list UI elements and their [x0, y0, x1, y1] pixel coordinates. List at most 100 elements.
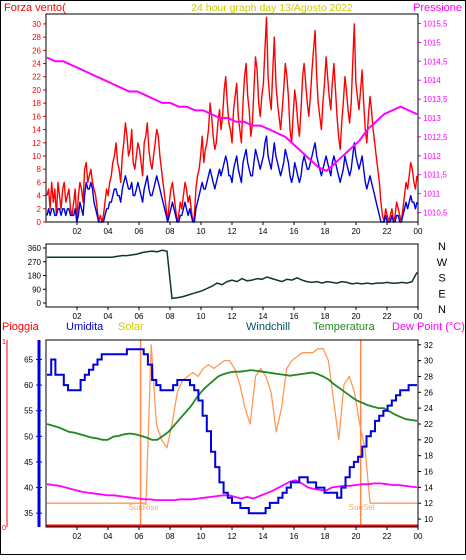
direction-x-tick-label: 00	[414, 312, 423, 321]
pressure-y-tick-label: 1012	[423, 152, 441, 161]
direction-x-tick-label: 18	[321, 312, 330, 321]
compass-label: E	[438, 288, 445, 300]
wind-y-tick-label: 8	[37, 165, 42, 174]
humidity-x-tick-label: 06	[135, 532, 144, 541]
temp-y-tick-label: 32	[424, 341, 433, 350]
pressure-y-tick-label: 1013	[423, 114, 441, 123]
pressure-y-tick-label: 1014	[423, 76, 441, 85]
wind-x-tick-label: 20	[352, 227, 361, 236]
direction-x-tick-label: 16	[290, 312, 299, 321]
wind-y-tick-label: 16	[32, 112, 41, 121]
wind-x-tick-label: 14	[259, 227, 268, 236]
direction-x-tick-label: 10	[197, 312, 206, 321]
humidity-x-tick-label: 00	[414, 532, 423, 541]
temp-y-tick-label: 10	[424, 515, 433, 524]
direction-x-tick-label: 08	[166, 312, 175, 321]
temp-y-tick-label: 18	[424, 452, 433, 461]
wind-y-tick-label: 28	[32, 33, 41, 42]
humidity-line	[47, 348, 417, 515]
pressure-y-tick-label: 1011,5	[423, 171, 447, 180]
wind-x-tick-label: 06	[135, 227, 144, 236]
compass-label: W	[437, 257, 448, 269]
humidity-x-tick-label: 12	[228, 532, 237, 541]
wind-x-tick-label: 18	[321, 227, 330, 236]
humidity-x-tick-label: 20	[352, 532, 361, 541]
humidity-x-tick-label: 08	[166, 532, 175, 541]
direction-x-tick-label: 06	[135, 312, 144, 321]
direction-y-tick-label: 180	[28, 272, 42, 281]
wind-y-tick-label: 30	[32, 20, 41, 29]
wind-y-tick-label: 14	[32, 126, 41, 135]
humidity-x-tick-label: 18	[321, 532, 330, 541]
wind-x-tick-label: 02	[73, 227, 82, 236]
compass-label: N	[438, 304, 446, 316]
humidity-label: Umidita	[66, 321, 104, 333]
wind-y-tick-label: 22	[32, 73, 41, 82]
pressure-y-tick-label: 1012,5	[423, 133, 448, 142]
temp-y-tick-label: 30	[424, 357, 433, 366]
temperature-label: Temperatura	[313, 321, 376, 333]
humidity-y-tick-label: 65	[24, 355, 33, 364]
direction-x-tick-label: 20	[352, 312, 361, 321]
pressure-y-tick-label: 1011	[423, 190, 441, 199]
rain-label: Pioggia	[2, 321, 40, 333]
wind-pressure-plot: 0246810121416182022242628301010,51011101…	[32, 13, 448, 236]
direction-x-tick-label: 14	[259, 312, 268, 321]
wind-x-tick-label: 00	[414, 227, 423, 236]
humidity-y-tick-label: 55	[24, 407, 33, 416]
temp-y-tick-label: 28	[424, 372, 433, 381]
wind-x-tick-label: 10	[197, 227, 206, 236]
direction-x-tick-label: 04	[104, 312, 113, 321]
compass-label: S	[438, 273, 445, 285]
wind-y-tick-label: 0	[37, 218, 42, 227]
humidity-y-tick-label: 45	[24, 458, 33, 467]
wind-y-tick-label: 6	[37, 178, 42, 187]
humidity-x-tick-label: 10	[197, 532, 206, 541]
humidity-y-tick-label: 35	[24, 509, 33, 518]
dewpoint-label: Dew Point (°C)	[392, 321, 465, 333]
pressure-y-tick-label: 1014,5	[423, 57, 448, 66]
direction-y-tick-label: 360	[28, 244, 42, 253]
wind-y-tick-label: 12	[32, 139, 41, 148]
windchill-label: Windchill	[246, 321, 290, 333]
solar-label: Solar	[118, 321, 144, 333]
direction-x-tick-label: 22	[383, 312, 392, 321]
temp-y-tick-label: 24	[424, 404, 433, 413]
wind-x-tick-label: 12	[228, 227, 237, 236]
temp-y-tick-label: 16	[424, 468, 433, 477]
wind-y-tick-label: 26	[32, 46, 41, 55]
wind-x-tick-label: 16	[290, 227, 299, 236]
pressure-y-tick-label: 1015,5	[423, 19, 448, 28]
humidity-y-tick-label: 60	[24, 381, 33, 390]
humidity-y-tick-label: 50	[24, 432, 33, 441]
wind_direction-line	[47, 249, 418, 300]
sunset-label: SunSet	[349, 503, 376, 512]
temp-y-tick-label: 14	[424, 483, 433, 492]
humidity-y-tick-label: 40	[24, 484, 33, 493]
wind-y-tick-label: 2	[37, 205, 42, 214]
pressure-y-tick-label: 1013,5	[423, 95, 448, 104]
wind-y-tick-label: 10	[32, 152, 41, 161]
gust-line	[46, 16, 418, 223]
wind-x-tick-label: 04	[104, 227, 113, 236]
pressure-axis-label: Pressione	[413, 2, 462, 14]
temp-y-tick-label: 22	[424, 420, 433, 429]
sunrise-label: SunRise	[129, 503, 160, 512]
humidity-x-tick-label: 04	[104, 532, 113, 541]
humidity-x-tick-label: 14	[259, 532, 268, 541]
temp-y-tick-label: 12	[424, 499, 433, 508]
direction-x-tick-label: 12	[228, 312, 237, 321]
chart-title: 24 hour graph day 13/Agosto 2022	[191, 2, 353, 14]
wind-axis-label: Forza vento(	[4, 2, 66, 14]
pressure-y-tick-label: 1015	[423, 38, 441, 47]
pressure-line	[46, 56, 418, 172]
direction-y-tick-label: 0	[37, 299, 42, 308]
dewpoint-line	[46, 479, 418, 502]
humidity-x-tick-label: 22	[383, 532, 392, 541]
wind-x-tick-label: 08	[166, 227, 175, 236]
direction-y-tick-label: 270	[28, 258, 42, 267]
temperature-line	[46, 369, 418, 441]
